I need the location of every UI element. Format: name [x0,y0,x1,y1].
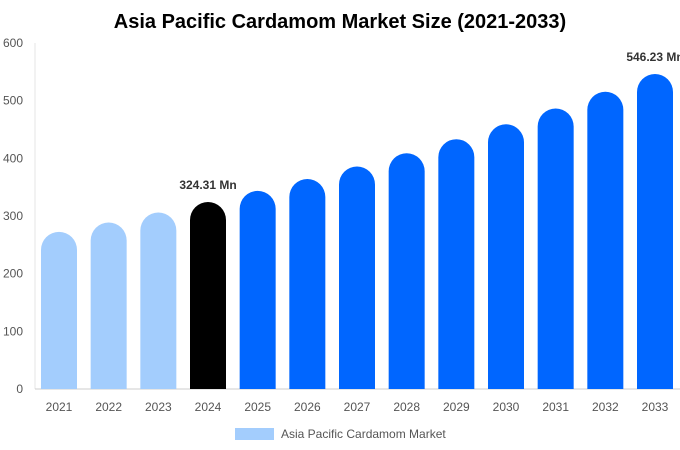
x-tick-label: 2031 [542,400,569,414]
x-tick-label: 2026 [294,400,321,414]
y-tick-label: 200 [3,267,23,281]
bar-2032[interactable] [587,91,624,389]
bar-2031[interactable] [537,108,574,389]
y-tick-label: 0 [16,382,23,396]
legend-swatch[interactable] [235,428,274,440]
bar-2024[interactable] [190,201,226,389]
x-tick-label: 2021 [46,400,73,414]
x-tick-label: 2027 [344,400,371,414]
x-tick-label: 2025 [244,400,271,414]
x-tick-label: 2030 [493,400,520,414]
legend-label[interactable]: Asia Pacific Cardamom Market [281,427,446,441]
y-tick-label: 500 [3,94,23,108]
bar-2027[interactable] [339,166,375,389]
x-tick-label: 2024 [195,400,222,414]
y-tick-label: 300 [3,209,23,223]
x-tick-label: 2032 [592,400,619,414]
bar-2022[interactable] [90,222,127,389]
chart-title: Asia Pacific Cardamom Market Size (2021-… [114,11,566,33]
bar-2028[interactable] [388,153,425,389]
data-label-2024: 324.31 Mn [179,178,236,192]
bar-2026[interactable] [289,179,326,389]
bar-2030[interactable] [488,124,524,390]
x-tick-label: 2033 [642,400,669,414]
bar-2033[interactable] [637,74,673,389]
bar-2029[interactable] [438,139,475,389]
y-tick-label: 400 [3,151,23,165]
bar-2025[interactable] [239,190,276,389]
x-tick-label: 2023 [145,400,172,414]
x-tick-label: 2028 [393,400,420,414]
y-tick-label: 600 [3,36,23,50]
x-tick-label: 2029 [443,400,470,414]
bar-2021[interactable] [41,231,77,389]
bar-2023[interactable] [140,212,177,389]
y-tick-label: 100 [3,324,23,338]
x-tick-label: 2022 [95,400,122,414]
data-label-2033: 546.23 Mn [626,50,680,64]
